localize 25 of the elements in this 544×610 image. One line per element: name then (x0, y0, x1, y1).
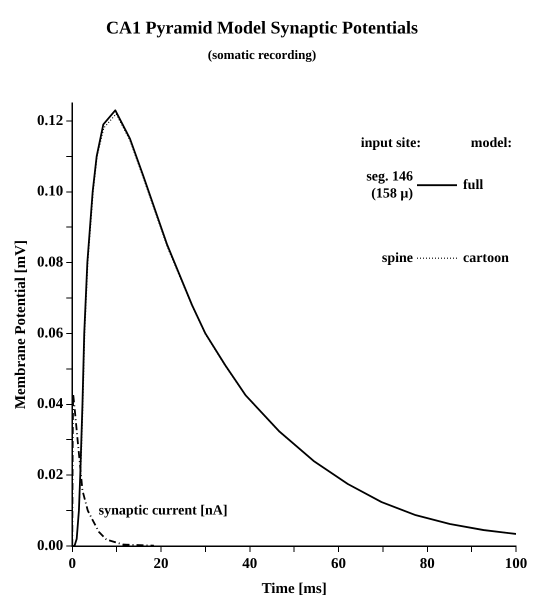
x-tick-label: 20 (154, 556, 168, 572)
y-tick-label: 0.08 (37, 254, 64, 270)
x-tick-label: 0 (68, 556, 76, 572)
annotation: seg. 146 (366, 169, 413, 184)
y-tick-label: 0.10 (37, 184, 64, 200)
x-tick-label: 100 (504, 556, 528, 572)
x-axis-title: Time [ms] (262, 580, 327, 597)
annotation: input site: (360, 136, 421, 151)
y-tick-label: 0.02 (37, 467, 64, 484)
x-tick-label: 60 (331, 556, 346, 572)
annotation: model: (470, 136, 512, 151)
x-tick-label: 40 (242, 556, 258, 572)
y-axis-title: Membrane Potential [mV] (12, 240, 29, 410)
annotation: (158 μ) (371, 186, 414, 202)
legend-label: cartoon (463, 250, 510, 266)
x-tick-label: 80 (420, 556, 435, 572)
legend-label: full (463, 178, 484, 193)
chart-title: CA1 Pyramid Model Synaptic Potentials (106, 17, 418, 38)
y-tick-label: 0.00 (37, 538, 64, 554)
y-tick-label: 0.12 (37, 112, 64, 129)
chart-subtitle: (somatic recording) (208, 46, 316, 62)
annotation: spine (382, 250, 413, 266)
y-tick-label: 0.04 (37, 396, 64, 412)
series-label: synaptic current [nA] (98, 504, 228, 519)
y-tick-label: 0.06 (37, 325, 64, 342)
